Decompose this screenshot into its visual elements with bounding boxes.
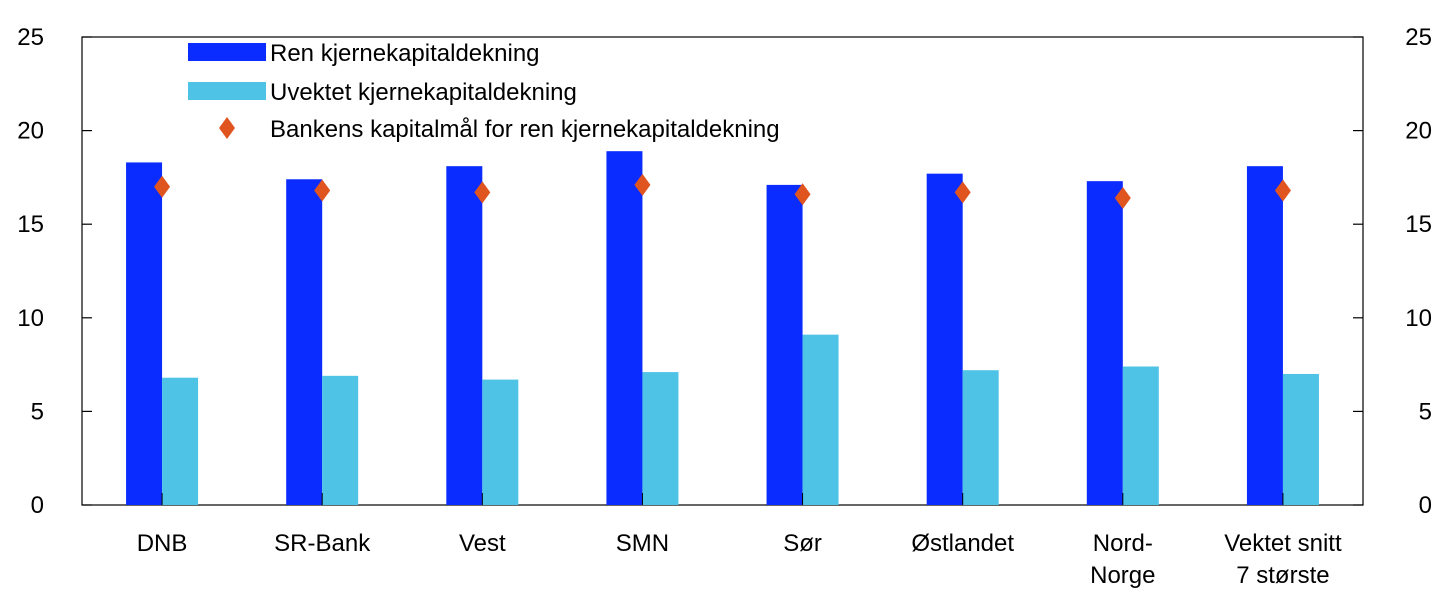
y-tick-label-left: 15 xyxy=(17,211,44,238)
x-tick-label-line: Nord- xyxy=(1093,530,1153,557)
bar-ren xyxy=(766,184,803,505)
x-tick-label-line: Østlandet xyxy=(911,530,1014,557)
bars xyxy=(126,151,1319,506)
bar-uvektet xyxy=(962,370,999,505)
x-tick-label: Østlandet xyxy=(911,530,1014,557)
plot-border xyxy=(81,36,1364,506)
x-tick-label: Vektet snitt 7 største xyxy=(1224,530,1342,589)
y-tick-label-right: 5 xyxy=(1419,398,1432,425)
x-axis-labels: DNB SR-Bank Vest SMN Sør Østlandet Nord- Norge V… xyxy=(137,530,1342,589)
bar-uvektet xyxy=(1282,373,1319,505)
legend-marker xyxy=(219,117,235,139)
y-tick-label-left: 0 xyxy=(31,492,44,519)
target-marker xyxy=(794,183,811,206)
x-tick-label: Nord- Norge xyxy=(1090,530,1155,589)
bar-uvektet xyxy=(1122,366,1159,505)
bar-uvektet xyxy=(802,334,839,505)
y-tick-label-right: 0 xyxy=(1419,492,1432,519)
target-marker xyxy=(1114,186,1131,209)
bar-uvektet xyxy=(322,375,359,505)
target-marker xyxy=(634,173,651,196)
y-tick-label-left: 5 xyxy=(31,398,44,425)
x-tick-label-line: Norge xyxy=(1090,562,1155,589)
legend-swatch xyxy=(188,82,266,100)
x-tick-label-line: Vest xyxy=(459,530,506,557)
y-tick-label-left: 25 xyxy=(17,24,44,51)
bar-uvektet xyxy=(162,377,199,505)
plot-frame xyxy=(81,36,1364,506)
legend-swatch xyxy=(188,43,266,61)
bar-ren xyxy=(1086,181,1123,506)
x-tick-label: Vest xyxy=(459,530,506,557)
x-tick-label: SMN xyxy=(616,530,669,557)
y-tick-label-right: 10 xyxy=(1405,305,1432,332)
y-tick-label-right: 15 xyxy=(1405,211,1432,238)
y-tick-label-right: 25 xyxy=(1405,24,1432,51)
x-tick-label-line: Vektet snitt xyxy=(1224,530,1342,557)
x-tick-label: Sør xyxy=(783,530,822,557)
y-tick-label-left: 20 xyxy=(17,118,44,145)
bar-uvektet xyxy=(482,379,519,505)
x-tick-label-line: SR-Bank xyxy=(274,530,371,557)
y-tick-label-right: 20 xyxy=(1405,118,1432,145)
bar-ren xyxy=(446,166,483,505)
bar-ren xyxy=(1246,166,1283,505)
y-axis-left: 0 5 10 15 20 25 xyxy=(17,24,92,519)
legend-label: Ren kjernekapitaldekning xyxy=(270,40,540,67)
x-tick-label-line: Sør xyxy=(783,530,822,557)
x-tick-label-line: DNB xyxy=(137,530,188,557)
bar-ren xyxy=(126,162,163,505)
target-marker xyxy=(314,179,331,202)
target-marker xyxy=(474,181,491,204)
target-marker xyxy=(1274,179,1291,202)
x-tick-label-line: SMN xyxy=(616,530,669,557)
y-axis-right: 0 5 10 15 20 25 xyxy=(1353,24,1432,519)
bar-ren xyxy=(606,151,643,505)
target-marker xyxy=(954,181,971,204)
legend-label: Uvektet kjernekapitaldekning xyxy=(270,79,577,106)
y-tick-label-left: 10 xyxy=(17,305,44,332)
legend-label: Bankens kapitalmål for ren kjernekapital… xyxy=(270,116,780,143)
legend: Ren kjernekapitaldekning Uvektet kjerneka… xyxy=(188,40,780,143)
markers xyxy=(154,173,1291,209)
bar-uvektet xyxy=(642,372,679,505)
x-tick-label: DNB xyxy=(137,530,188,557)
target-marker xyxy=(154,175,171,198)
x-tick-label: SR-Bank xyxy=(274,530,371,557)
bar-ren xyxy=(926,173,963,505)
x-tick-label-line: 7 største xyxy=(1236,562,1329,589)
bar-ren xyxy=(286,179,323,505)
